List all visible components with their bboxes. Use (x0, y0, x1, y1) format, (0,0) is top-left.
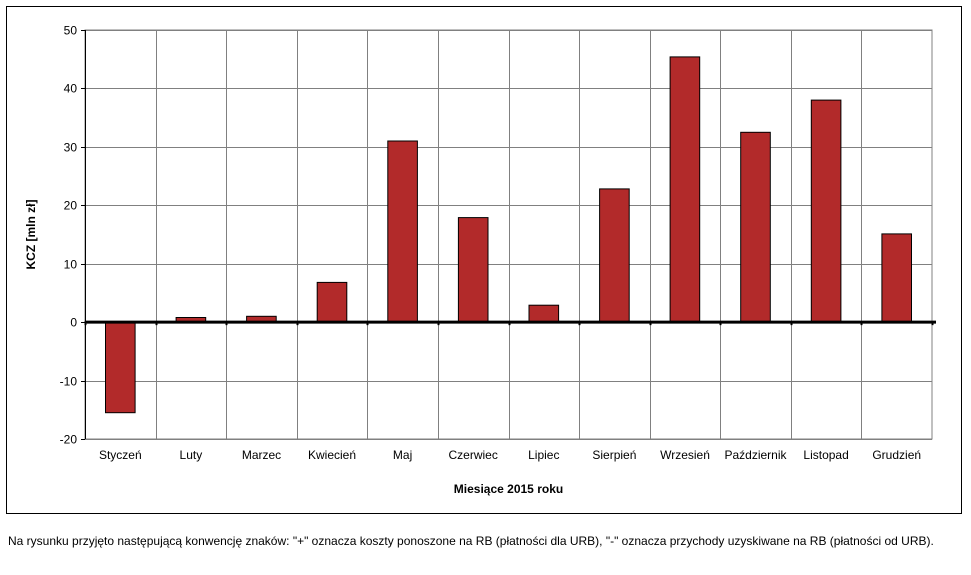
y-tick-label: 40 (64, 82, 78, 96)
bar (316, 281, 348, 323)
y-tick-label: -10 (60, 375, 78, 389)
x-tick-label: Maj (393, 448, 412, 462)
chart-frame: -20 -10 0 10 20 30 40 50 Styczeń Luty Marzec Kwieci… (6, 6, 962, 514)
bar (528, 304, 560, 323)
y-tick-label: -20 (60, 433, 78, 447)
bar (740, 131, 771, 323)
plot-area (84, 29, 933, 440)
y-tick-label: 50 (64, 24, 78, 38)
y-tick-label: 20 (64, 199, 78, 213)
x-tick-label: Listopad (803, 448, 848, 462)
x-tick-label: Marzec (242, 448, 281, 462)
x-axis-title: Miesiące 2015 roku (454, 482, 563, 496)
y-tick-label: 30 (64, 141, 78, 155)
y-tick-label: 0 (70, 316, 77, 330)
bar (599, 188, 630, 323)
bar (881, 233, 913, 323)
bar (457, 217, 489, 323)
x-tick-label: Grudzień (872, 448, 921, 462)
x-tick-label: Lipiec (528, 448, 559, 462)
y-tick-label: 10 (64, 258, 78, 272)
bar (105, 321, 136, 414)
x-tick-label: Styczeń (99, 448, 142, 462)
x-tick-label: Luty (180, 448, 203, 462)
bar (387, 140, 418, 323)
y-axis-title: KCZ [mln zł] (24, 200, 38, 270)
bar (669, 56, 701, 323)
bar-chart: -20 -10 0 10 20 30 40 50 Styczeń Luty Marzec Kwieci… (24, 24, 936, 496)
x-tick-label: Czerwiec (449, 448, 498, 462)
x-tick-label: Wrzesień (660, 448, 710, 462)
x-tick-label: Kwiecień (308, 448, 356, 462)
bar (810, 99, 842, 323)
x-tick-label: Październik (724, 448, 787, 462)
figure-caption: Na rysunku przyjęto następującą konwencj… (8, 534, 934, 548)
x-tick-label: Sierpień (592, 448, 636, 462)
